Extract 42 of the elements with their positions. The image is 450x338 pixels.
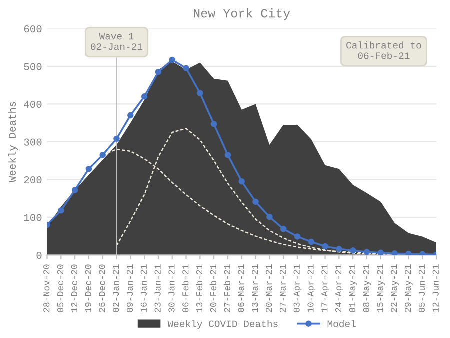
x-tick-label: 10-Apr-21 bbox=[308, 264, 316, 312]
x-tick-label: 13-Feb-21 bbox=[196, 264, 203, 312]
y-tick-label: 400 bbox=[24, 101, 42, 108]
x-tick-label: 29-May-21 bbox=[404, 264, 413, 312]
legend-label: Model bbox=[328, 320, 356, 328]
x-tick-label: 05-Dec-20 bbox=[57, 264, 64, 312]
y-tick-label: 600 bbox=[24, 26, 42, 33]
y-tick-label: 300 bbox=[24, 138, 42, 146]
y-tick-label: 100 bbox=[24, 214, 42, 222]
x-tick-label: 20-Feb-21 bbox=[210, 264, 216, 312]
y-tick-label: 200 bbox=[24, 176, 42, 184]
x-tick-label: 28-Nov-20 bbox=[44, 264, 50, 312]
x-tick-label: 02-Jan-21 bbox=[113, 264, 120, 312]
x-tick-label: 16-Jan-21 bbox=[140, 264, 147, 312]
x-tick-label: 03-Apr-21 bbox=[294, 264, 302, 312]
y-axis-title: Weekly Deaths bbox=[8, 102, 18, 183]
x-tick-label: 30-Jan-21 bbox=[168, 264, 175, 312]
x-tick-label: 09-Jan-21 bbox=[126, 264, 134, 312]
legend-label: Weekly COVID Deaths bbox=[168, 320, 278, 330]
x-tick-label: 17-Apr-21 bbox=[322, 264, 330, 312]
x-tick-label: 01-May-21 bbox=[349, 264, 358, 312]
x-tick-label: 06-Feb-21 bbox=[182, 264, 189, 312]
x-tick-label: 13-Mar-21 bbox=[252, 264, 258, 312]
x-tick-label: 26-Dec-20 bbox=[99, 264, 106, 312]
x-tick-label: 19-Dec-20 bbox=[85, 264, 92, 312]
x-tick-label: 12-Jun-21 bbox=[432, 264, 439, 312]
x-tick-label: 27-Feb-21 bbox=[224, 264, 230, 312]
chart-title: New York City bbox=[194, 8, 290, 20]
x-tick-label: 22-May-21 bbox=[391, 264, 399, 312]
ref-line-label: Wave 1 02-Jan-21 bbox=[91, 33, 143, 50]
x-tick-label: 20-Mar-21 bbox=[266, 264, 272, 312]
y-tick-label: 500 bbox=[24, 63, 42, 70]
annotation: Calibrated to 06-Feb-21 bbox=[346, 42, 422, 60]
y-tick-label: 0 bbox=[36, 252, 42, 260]
x-tick-label: 24-Apr-21 bbox=[335, 264, 344, 312]
x-tick-label: 06-Mar-21 bbox=[238, 264, 244, 312]
x-tick-label: 15-May-21 bbox=[377, 264, 386, 312]
x-tick-label: 12-Dec-20 bbox=[71, 264, 78, 312]
x-tick-label: 05-Jun-21 bbox=[418, 264, 426, 312]
x-tick-label: 23-Jan-21 bbox=[154, 264, 161, 312]
x-tick-label: 08-May-21 bbox=[363, 264, 372, 312]
x-tick-label: 27-Mar-21 bbox=[280, 264, 286, 312]
